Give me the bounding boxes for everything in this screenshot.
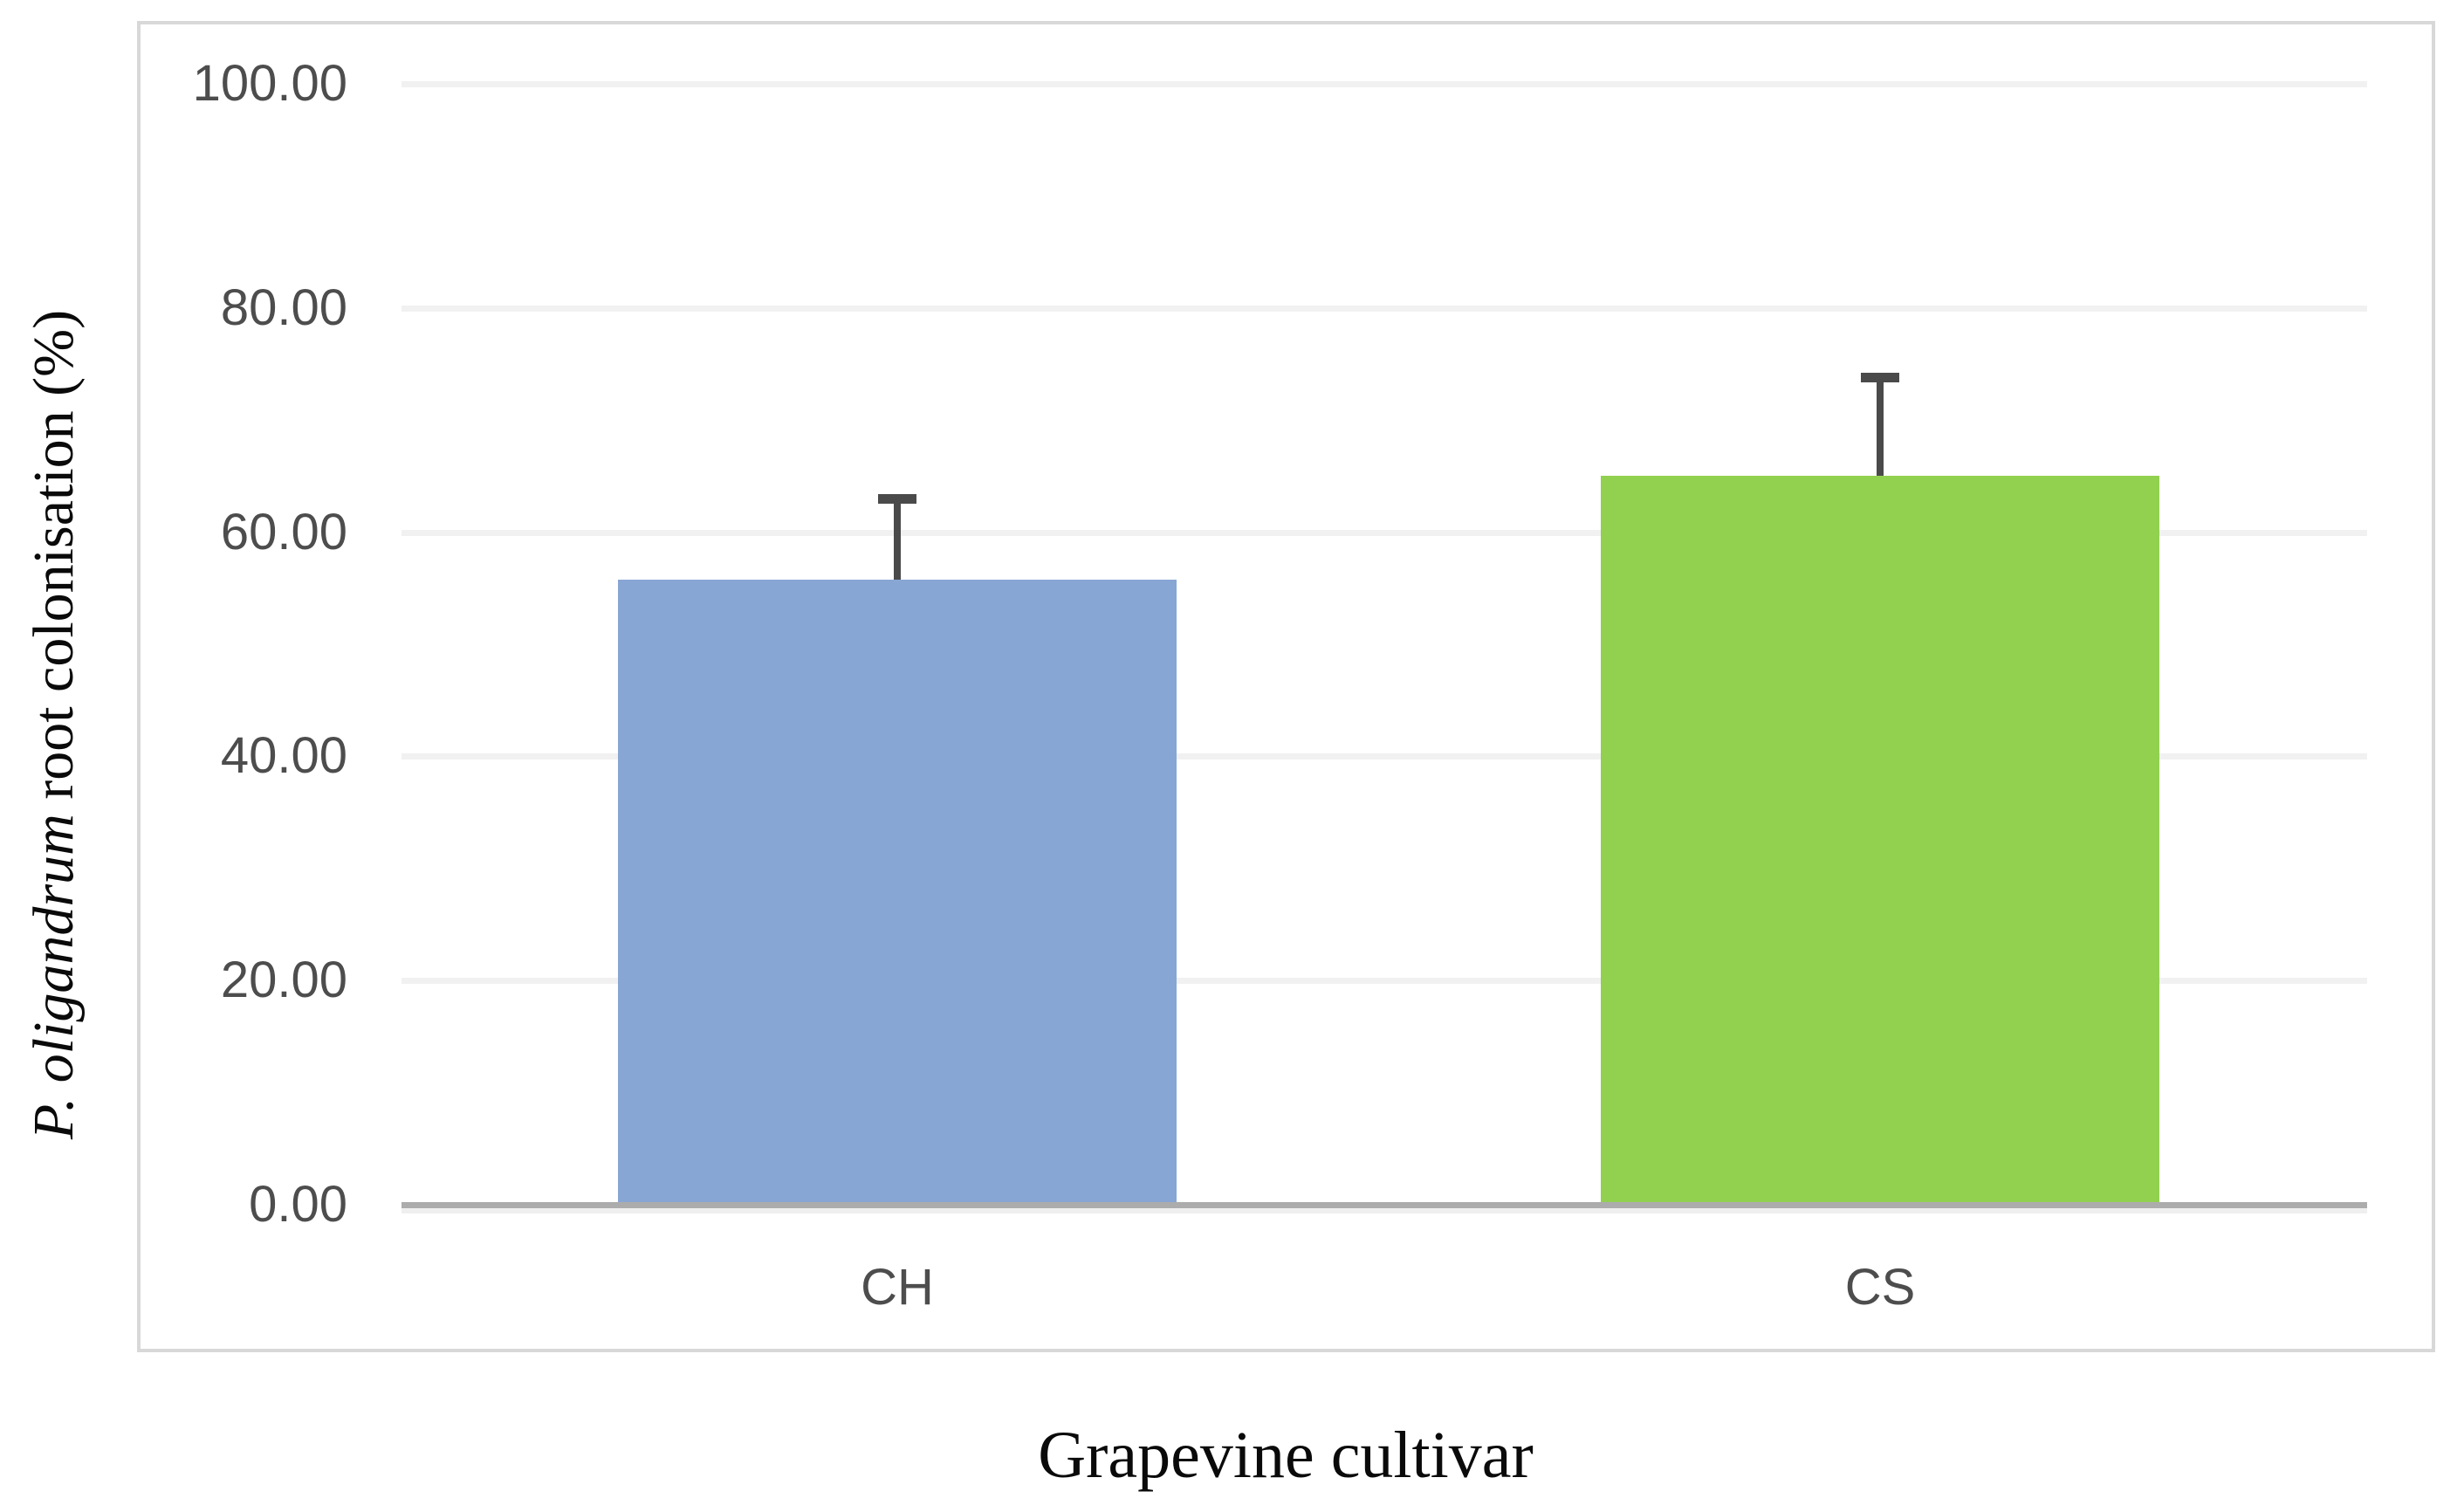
gridline-40 (402, 753, 2367, 760)
gridline-80 (402, 305, 2367, 312)
y-tick-label-0: 0.00 (249, 1176, 347, 1233)
error-bar-cs-stem (1877, 377, 1884, 477)
x-tick-label-cs: CS (1844, 1259, 1916, 1316)
x-axis-title: Grapevine cultivar (1038, 1419, 1534, 1492)
gridline-100 (402, 81, 2367, 87)
y-axis-title: P. oligandrum root colonisation (%) (14, 113, 94, 1336)
gridline-20 (402, 978, 2367, 985)
bar-ch (618, 579, 1177, 1205)
y-tick-label-100: 100.00 (192, 55, 347, 112)
error-bar-ch-stem (894, 498, 901, 580)
y-axis-title-species: P. oligandrum (22, 814, 86, 1140)
x-axis-line (402, 1202, 2367, 1208)
error-bar-cs-cap (1861, 372, 1899, 382)
y-tick-label-60: 60.00 (220, 503, 347, 560)
y-tick-label-20: 20.00 (220, 952, 347, 1009)
y-tick-label-80: 80.00 (220, 278, 347, 336)
bar-cs (1601, 476, 2159, 1205)
y-axis-title-rest: root colonisation (%) (22, 309, 86, 814)
y-tick-label-40: 40.00 (220, 727, 347, 785)
x-tick-label-ch: CH (861, 1259, 934, 1316)
error-bar-ch-cap (878, 493, 916, 504)
gridline-60 (402, 529, 2367, 536)
